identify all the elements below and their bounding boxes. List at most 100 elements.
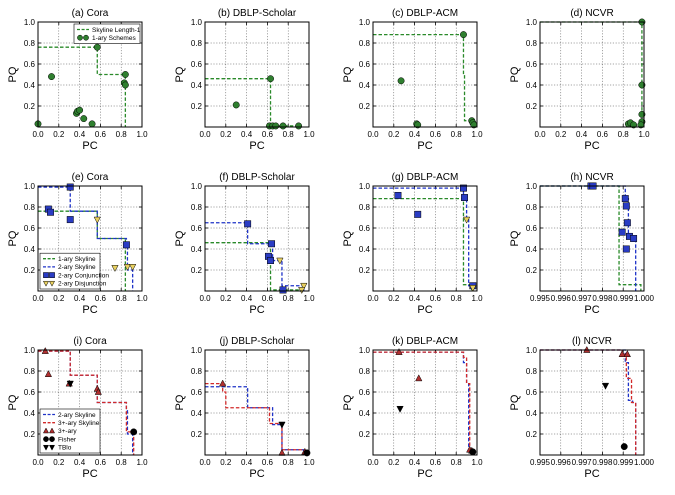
data-point bbox=[279, 286, 287, 294]
x-tick-label: 0.2 bbox=[388, 130, 400, 139]
x-tick-label: 1.0 bbox=[136, 130, 148, 139]
y-tick-label: 0.2 bbox=[24, 102, 36, 111]
data-point bbox=[272, 122, 280, 130]
chart-panel-9: 0.0 0.2 0.4 0.6 0.8 1.0 0.2 0.4 0.6 0.8 1.0 (j) DBL… bbox=[174, 336, 315, 480]
chart-title: (f) DBLP-Scholar bbox=[219, 172, 295, 183]
data-point bbox=[622, 245, 630, 253]
x-tick-label: 0.0 bbox=[367, 458, 379, 467]
data-point bbox=[219, 379, 227, 387]
x-tick-label: 0.2 bbox=[555, 130, 567, 139]
chart-title: (c) DBLP-ACM bbox=[392, 8, 458, 19]
y-tick-label: 0.2 bbox=[191, 430, 203, 439]
data-point bbox=[618, 228, 626, 236]
y-tick-label: 1.0 bbox=[359, 346, 371, 355]
x-tick-label: 0.8 bbox=[451, 130, 463, 139]
plot-frame bbox=[372, 349, 478, 456]
x-tick-label: 0.6 bbox=[262, 130, 274, 139]
plot-frame bbox=[204, 21, 310, 128]
data-point bbox=[623, 350, 631, 358]
x-tick-label: 1.0 bbox=[303, 294, 315, 303]
series-line bbox=[540, 349, 637, 455]
data-point bbox=[394, 192, 402, 199]
y-axis-label: PQ bbox=[509, 66, 521, 82]
legend-label: Fisher bbox=[58, 436, 77, 443]
series-line bbox=[205, 386, 305, 455]
x-tick-label: 0.6 bbox=[95, 294, 107, 303]
series-line bbox=[38, 46, 127, 127]
chart-title: (g) DBLP-ACM bbox=[392, 172, 459, 183]
y-tick-label: 0.4 bbox=[359, 409, 371, 418]
data-point bbox=[462, 216, 471, 224]
x-tick-label: 0.0 bbox=[534, 130, 546, 139]
x-tick-label: 0.2 bbox=[53, 458, 65, 467]
y-tick-label: 0.4 bbox=[191, 409, 203, 418]
data-point bbox=[93, 216, 101, 224]
y-tick-label: 0.2 bbox=[359, 266, 371, 275]
plot-frame bbox=[204, 349, 310, 456]
x-tick-label: 0.2 bbox=[220, 458, 232, 467]
y-tick-label: 0.6 bbox=[24, 388, 36, 397]
y-axis-label: PQ bbox=[174, 230, 186, 246]
y-axis-label: PQ bbox=[342, 66, 354, 82]
x-axis-label: PC bbox=[584, 468, 599, 480]
plot-frame bbox=[37, 349, 143, 456]
plot-frame bbox=[372, 185, 478, 292]
x-tick-label: 0.998 bbox=[592, 458, 613, 467]
x-tick-label: 0.6 bbox=[430, 458, 442, 467]
y-tick-label: 1.0 bbox=[191, 18, 203, 27]
chart-title: (i) Cora bbox=[73, 336, 107, 347]
series-line bbox=[373, 187, 474, 291]
y-axis-label: PQ bbox=[7, 66, 19, 82]
x-tick-label: 0.8 bbox=[283, 130, 295, 139]
x-tick-label: 0.2 bbox=[388, 294, 400, 303]
y-axis-label: PQ bbox=[7, 230, 19, 246]
data-point bbox=[41, 346, 49, 354]
data-point bbox=[122, 241, 130, 249]
x-axis-label: PC bbox=[417, 140, 432, 152]
data-point bbox=[244, 220, 252, 228]
legend-swatch bbox=[43, 272, 49, 278]
y-tick-label: 1.0 bbox=[191, 182, 203, 191]
x-tick-label: 0.8 bbox=[116, 458, 128, 467]
data-point bbox=[623, 219, 631, 227]
plot-frame bbox=[372, 21, 478, 128]
y-tick-label: 0.6 bbox=[191, 60, 203, 69]
y-tick-label: 0.8 bbox=[191, 39, 203, 48]
x-tick-label: 0.4 bbox=[409, 130, 421, 139]
y-tick-label: 0.2 bbox=[24, 430, 36, 439]
y-tick-label: 0.4 bbox=[526, 81, 538, 90]
data-point bbox=[460, 184, 467, 192]
x-tick-label: 0.999 bbox=[613, 458, 634, 467]
x-axis-label: PC bbox=[584, 304, 599, 316]
legend-box bbox=[73, 23, 141, 44]
chart-title: (d) NCVR bbox=[570, 8, 613, 19]
legend-label: TBlo bbox=[58, 445, 72, 452]
plot-frame bbox=[539, 21, 645, 128]
legend-swatch bbox=[49, 436, 55, 442]
legend-swatch bbox=[77, 34, 83, 41]
chart-panel-3: 0.0 0.2 0.4 0.6 0.8 1.0 0.2 0.4 0.6 0.8 1.0 (d) NCV… bbox=[509, 8, 650, 152]
y-tick-label: 0.8 bbox=[191, 367, 203, 376]
y-tick-label: 0.6 bbox=[359, 224, 371, 233]
data-point bbox=[279, 122, 287, 130]
data-point bbox=[298, 287, 306, 295]
data-point bbox=[93, 43, 101, 51]
x-tick-label: 0.996 bbox=[551, 458, 572, 467]
x-tick-label: 0.4 bbox=[74, 458, 86, 467]
x-tick-label: 0.4 bbox=[74, 130, 86, 139]
y-tick-label: 0.2 bbox=[24, 266, 36, 275]
x-tick-label: 0.2 bbox=[53, 294, 65, 303]
x-tick-label: 0.0 bbox=[199, 458, 211, 467]
x-axis-label: PC bbox=[417, 304, 432, 316]
x-tick-label: 0.8 bbox=[283, 294, 295, 303]
chart-title: (e) Cora bbox=[72, 172, 109, 183]
x-tick-label: 0.998 bbox=[592, 294, 613, 303]
series-line bbox=[38, 350, 135, 455]
y-tick-label: 0.6 bbox=[359, 60, 371, 69]
x-tick-label: 1.000 bbox=[634, 294, 655, 303]
y-tick-label: 0.2 bbox=[359, 430, 371, 439]
series-line bbox=[540, 349, 637, 455]
x-axis-label: PC bbox=[417, 468, 432, 480]
data-point bbox=[276, 257, 284, 265]
data-point bbox=[66, 183, 74, 191]
